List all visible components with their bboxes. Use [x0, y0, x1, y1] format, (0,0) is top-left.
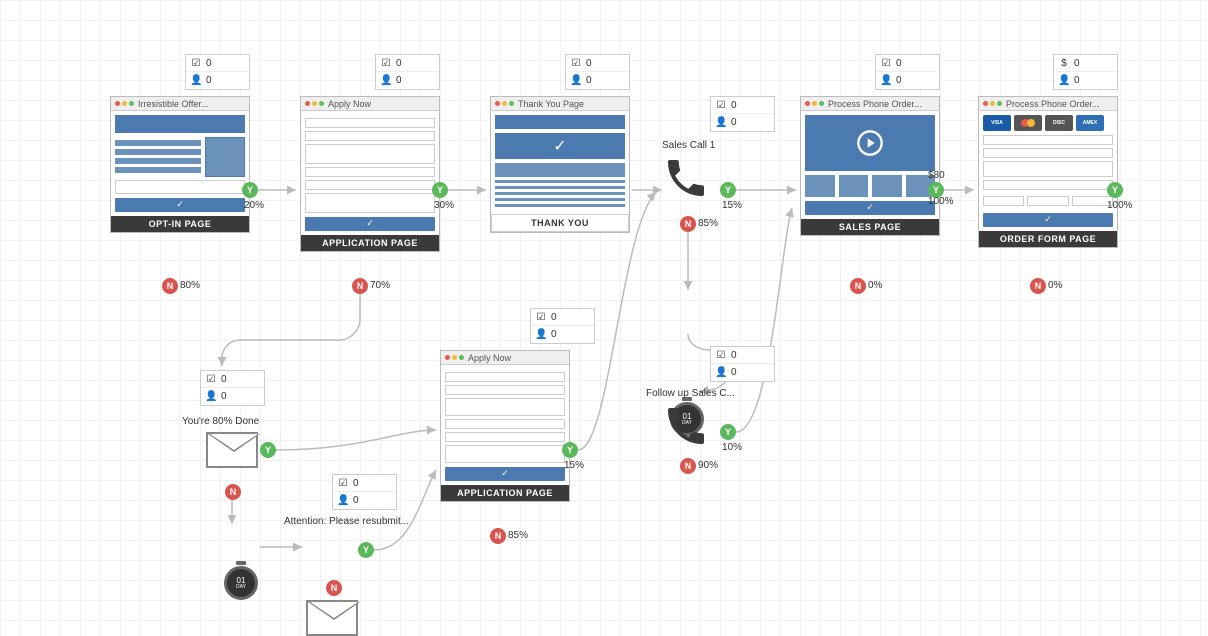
- stats-email1: ☑0 👤0: [200, 370, 265, 406]
- badge-call2-n[interactable]: N: [680, 458, 696, 474]
- pct-call2-n: 90%: [698, 460, 718, 471]
- pct-call1-y: 15%: [722, 200, 742, 211]
- badge-app1-y[interactable]: Y: [432, 182, 448, 198]
- call2-label: Follow up Sales C...: [646, 388, 735, 399]
- pct-app2-n: 85%: [508, 530, 528, 541]
- call1-label: Sales Call 1: [662, 140, 715, 151]
- badge-app1-n[interactable]: N: [352, 278, 368, 294]
- badge-optin-y[interactable]: Y: [242, 182, 258, 198]
- page-application-2[interactable]: Apply Now APPLICATION PAGE: [440, 350, 570, 502]
- stats-sales: ☑0 👤0: [875, 54, 940, 90]
- badge-sales-n[interactable]: N: [850, 278, 866, 294]
- stats-optin: ☑0 👤0: [185, 54, 250, 90]
- thank-preview: ✓: [491, 111, 629, 214]
- titlebar: Irresistible Offer...: [111, 97, 249, 111]
- badge-call2-y[interactable]: Y: [720, 424, 736, 440]
- mastercard-icon: [1014, 115, 1042, 131]
- stats-thank: ☑0 👤0: [565, 54, 630, 90]
- stats-call2: ☑0 👤0: [710, 346, 775, 382]
- pct-call1-n: 85%: [698, 218, 718, 229]
- pct-sales-y: 100%: [928, 196, 954, 207]
- page-label: OPT-IN PAGE: [111, 216, 249, 232]
- order-preview: VISA DISC AMEX: [979, 111, 1117, 231]
- pct-app1-n: 70%: [370, 280, 390, 291]
- page-application-1[interactable]: Apply Now APPLICATION PAGE: [300, 96, 440, 252]
- pct-order-n: 0%: [1048, 280, 1062, 291]
- badge-call1-y[interactable]: Y: [720, 182, 736, 198]
- app2-preview: [441, 365, 569, 485]
- stats-call1: ☑0 👤0: [710, 96, 775, 132]
- badge-order-y[interactable]: Y: [1107, 182, 1123, 198]
- pct-sales-n: 0%: [868, 280, 882, 291]
- sales-preview: [801, 111, 939, 219]
- email2-icon[interactable]: [306, 600, 358, 636]
- page-sales[interactable]: Process Phone Order... SALES PAGE: [800, 96, 940, 236]
- call1-icon[interactable]: [662, 154, 710, 207]
- stats-app1: ☑0 👤0: [375, 54, 440, 90]
- pct-optin-n: 80%: [180, 280, 200, 291]
- pre-sales-y: $80: [928, 170, 945, 181]
- badge-app2-n[interactable]: N: [490, 528, 506, 544]
- badge-email2-y[interactable]: Y: [358, 542, 374, 558]
- email1-label: You're 80% Done: [182, 416, 259, 427]
- pct-order-y: 100%: [1107, 200, 1133, 211]
- page-thank-you[interactable]: Thank You Page ✓ THANK YOU: [490, 96, 630, 233]
- badge-email2-n[interactable]: N: [326, 580, 342, 596]
- pct-app2-y: 15%: [564, 460, 584, 471]
- pct-call2-y: 10%: [722, 442, 742, 453]
- stats-email2: ☑0 👤0: [332, 474, 397, 510]
- stats-app2: ☑0 👤0: [530, 308, 595, 344]
- pct-app1-y: 30%: [434, 200, 454, 211]
- badge-call1-n[interactable]: N: [680, 216, 696, 232]
- page-optin[interactable]: Irresistible Offer... OPT-IN PAGE: [110, 96, 250, 233]
- call2-icon[interactable]: [662, 402, 710, 455]
- badge-optin-n[interactable]: N: [162, 278, 178, 294]
- funnel-canvas[interactable]: ☑0 👤0 Irresistible Offer... OPT-IN PAGE …: [0, 0, 1208, 590]
- badge-email1-n[interactable]: N: [225, 484, 241, 500]
- email2-label: Attention: Please resubmit...: [284, 516, 409, 527]
- pct-optin-y: 20%: [244, 200, 264, 211]
- page-order-form[interactable]: Process Phone Order... VISA DISC AMEX OR…: [978, 96, 1118, 248]
- badge-order-n[interactable]: N: [1030, 278, 1046, 294]
- app1-preview: [301, 111, 439, 235]
- amex-icon: AMEX: [1076, 115, 1104, 131]
- optin-preview: [111, 111, 249, 216]
- email1-icon[interactable]: [206, 432, 258, 468]
- visa-icon: VISA: [983, 115, 1011, 131]
- badge-email1-y[interactable]: Y: [260, 442, 276, 458]
- stats-order: $0 👤0: [1053, 54, 1118, 90]
- timer1-icon[interactable]: 01DAY: [224, 566, 258, 600]
- discover-icon: DISC: [1045, 115, 1073, 131]
- badge-app2-y[interactable]: Y: [562, 442, 578, 458]
